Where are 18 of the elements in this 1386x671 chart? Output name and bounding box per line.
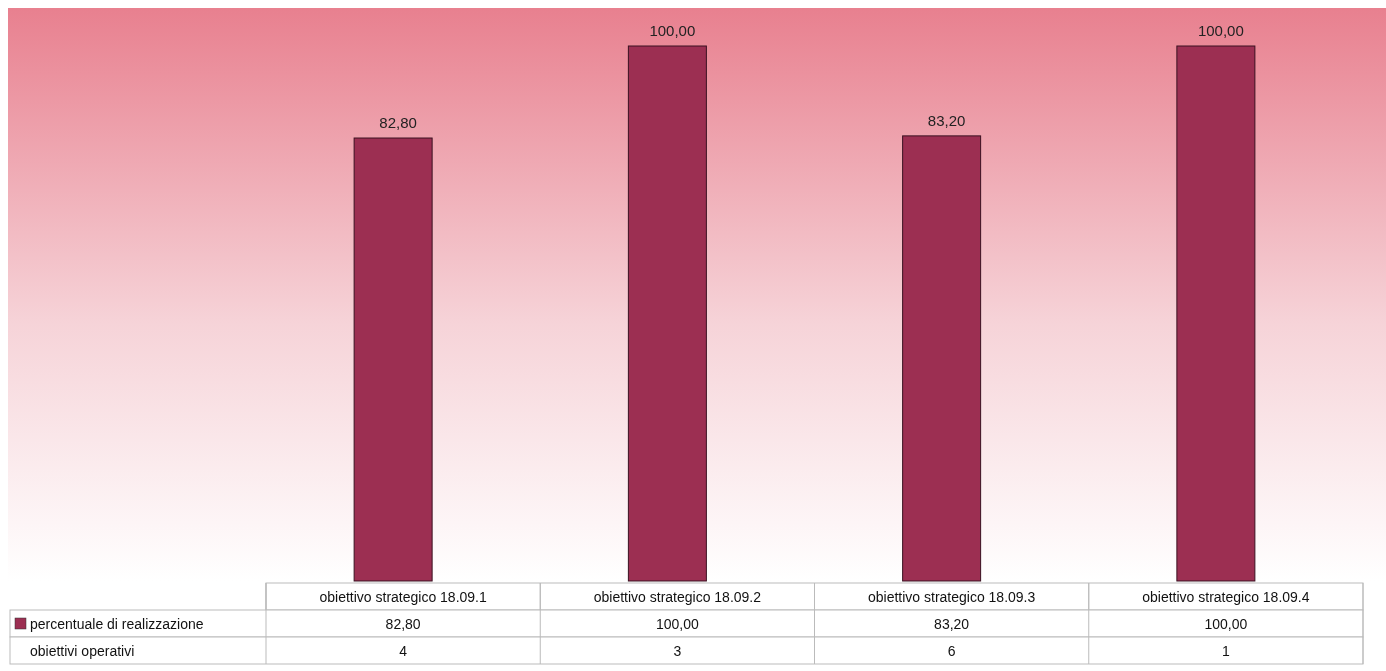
x-tick-label: obiettivo strategico 18.09.2 xyxy=(593,588,762,605)
data-label: 82,80 xyxy=(385,615,421,632)
text: 100,00 xyxy=(649,22,696,39)
text: 82,80 xyxy=(379,114,417,132)
text: 1 xyxy=(1221,642,1230,659)
data-label: 100,00 xyxy=(1204,615,1248,632)
x-tick-label: obiettivo strategico 18.09.4 xyxy=(1142,588,1310,605)
text: 4 xyxy=(399,642,408,659)
text: percentuale di realizzazione xyxy=(30,615,204,632)
x-tick-label: obiettivo strategico 18.09.3 xyxy=(867,588,1036,605)
text: 6 xyxy=(947,642,956,659)
text: 3 xyxy=(673,642,682,659)
data-label: 83,20 xyxy=(934,615,970,632)
text: obiettivi operativi xyxy=(30,642,135,659)
data-label: 100,00 xyxy=(655,615,699,632)
x-tick-label: obiettivo strategico 18.09.1 xyxy=(319,588,487,605)
text: 100,00 xyxy=(1197,22,1244,39)
text: 83,20 xyxy=(927,111,966,129)
